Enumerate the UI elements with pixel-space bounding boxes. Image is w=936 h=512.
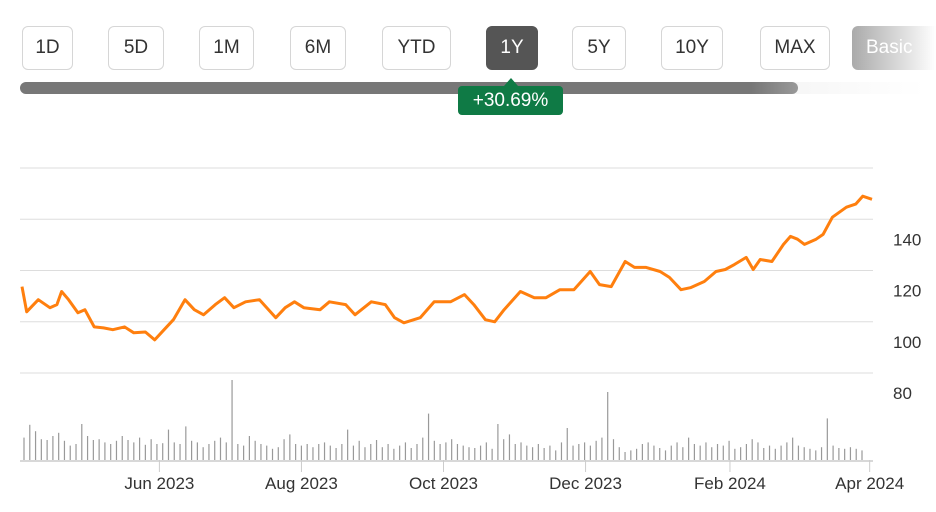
range-button-1y[interactable]: 1Y: [486, 26, 538, 70]
y-tick-label: 100: [893, 333, 921, 352]
change-badge: +30.69%: [458, 78, 563, 115]
range-button-ytd[interactable]: YTD: [382, 26, 451, 70]
range-button-max[interactable]: MAX: [760, 26, 830, 70]
range-button-10y[interactable]: 10Y: [661, 26, 723, 70]
price-line: [20, 194, 873, 342]
range-button-6m[interactable]: 6M: [290, 26, 346, 70]
x-tick-label: Oct 2023: [409, 474, 478, 493]
x-tick-label: Jun 2023: [124, 474, 194, 493]
x-tick-label: Dec 2023: [549, 474, 622, 493]
scrollbar-thumb[interactable]: [20, 82, 798, 94]
range-button-5d[interactable]: 5D: [108, 26, 164, 70]
y-tick-label: 140: [893, 230, 921, 249]
basic-view-button[interactable]: Basic: [852, 26, 936, 70]
x-tick-label: Apr 2024: [835, 474, 904, 493]
x-tick-label: Aug 2023: [265, 474, 338, 493]
y-tick-label: 80: [893, 384, 912, 403]
range-button-1m[interactable]: 1M: [199, 26, 254, 70]
range-button-1d[interactable]: 1D: [22, 26, 73, 70]
range-button-5y[interactable]: 5Y: [572, 26, 626, 70]
x-tick-label: Feb 2024: [694, 474, 766, 493]
y-tick-label: 120: [893, 282, 921, 301]
